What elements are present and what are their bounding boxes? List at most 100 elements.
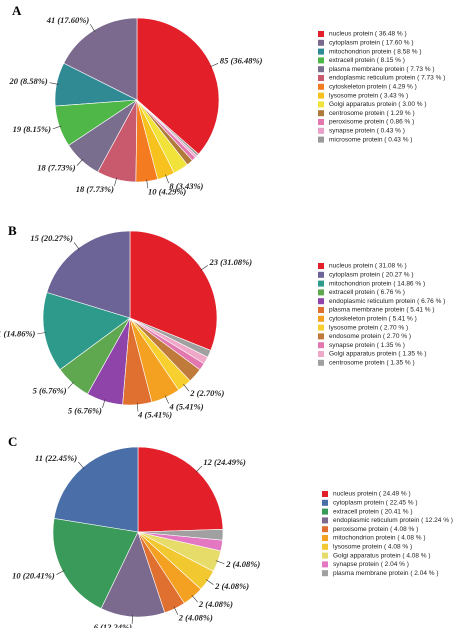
legend-swatch [318,263,324,269]
legend-label: extracell protein ( 6.76 % ) [329,289,405,296]
leader-line [191,595,198,603]
legend-label: cytoskeleton protein ( 5.41 % ) [329,316,417,323]
legend-label: plasma membrane protein ( 2.04 % ) [333,570,439,577]
legend-swatch [322,570,328,577]
legend-label: cytoplasm protein ( 22.45 % ) [333,500,418,507]
legend-label: cytoplasm protein ( 20.27 % ) [329,272,414,279]
legend-label: mitochondrion protein ( 4.08 % ) [333,535,426,542]
legend-label: Golgi apparatus protein ( 3.00 % ) [329,101,427,108]
legend-label: cytoplasm protein ( 17.60 % ) [329,40,414,47]
legend-swatch [322,491,328,497]
leader-line [49,82,59,85]
panel-letter: C [8,434,17,449]
leader-line [114,177,118,187]
legend-label: synapse protein ( 2.04 % ) [333,561,409,568]
leader-line [56,570,65,575]
legend-swatch [318,101,324,108]
legend-label: peroxisome protein ( 4.08 % ) [333,526,418,533]
legend-label: mitochondrion protein ( 14.86 % ) [329,280,425,287]
leader-line [215,560,225,565]
leader-line [78,461,85,469]
leader-line [136,402,139,412]
legend-label: cytoskeleton protein ( 4.29 % ) [329,84,417,91]
legend-swatch [318,57,324,64]
legend-swatch [318,83,324,90]
legend-swatch [318,119,324,125]
value-label: 5 (6.76%) [68,406,102,416]
value-label: 11 (22.45%) [35,453,77,463]
leader-line [173,606,179,616]
legend-label: extracell protein ( 8.15 % ) [329,57,405,64]
legend-swatch [322,526,328,533]
leader-line [195,465,203,473]
legend-label: synapse protein ( 1.35 % ) [329,342,405,349]
value-label: 10 (20.41%) [12,570,55,580]
legend-label: Golgi apparatus protein ( 4.08 % ) [333,552,431,559]
pie-slice [129,317,212,358]
pie-slice [136,99,199,157]
legend-swatch [318,110,324,117]
value-label: 5 (6.76%) [33,386,67,396]
legend-label: lysosome protein ( 3.43 % ) [329,92,408,99]
legend-label: endoplasmic reticulum protein ( 12.24 % … [333,517,453,524]
legend-label: nucleus protein ( 36.48 % ) [329,31,407,38]
legend-label: nucleus protein ( 24.49 % ) [333,491,411,498]
legend-swatch [318,315,324,322]
legend-swatch [318,39,324,46]
leader-line [146,179,149,189]
value-label: 6 (12.24%) [94,622,132,628]
value-label: 2 (4.08%) [178,612,213,622]
legend-swatch [322,561,328,568]
leader-line [131,614,133,624]
legend-label: peroxisome protein ( 0.86 % ) [329,119,414,126]
legend-swatch [318,31,324,37]
legend-swatch [322,508,328,515]
leader-line [200,265,209,271]
legend-label: synapse protein ( 0.43 % ) [329,128,405,135]
legend-label: mitochondrion protein ( 8.58 % ) [329,48,422,55]
value-label: 19 (8.15%) [13,124,51,134]
leader-line [73,242,80,250]
legend-label: plasma membrane protein ( 7.73 % ) [329,66,435,73]
legend-label: nucleus protein ( 31.08 % ) [329,263,407,270]
value-label: 10 (4.29%) [148,186,186,196]
value-label: 11 (14.86%) [0,329,36,339]
legend-label: endosome protein ( 2.70 % ) [329,333,411,340]
value-label: 20 (8.58%) [8,76,47,86]
legend-swatch [318,324,324,331]
legend-swatch [322,552,328,559]
value-label: 18 (7.73%) [76,184,114,194]
legend-swatch [318,359,324,366]
leader-line [102,399,106,408]
legend-label: extracell protein ( 20.41 % ) [333,508,412,515]
legend-swatch [322,543,328,550]
legend-swatch [318,271,324,278]
value-label: 41 (17.60%) [46,15,90,25]
legend-swatch [318,333,324,340]
pie-slice [137,528,224,541]
value-label: 2 (4.08%) [198,599,233,609]
value-label: 85 (36.48%) [220,56,263,66]
leader-line [165,174,169,184]
legend-swatch [318,48,324,55]
legend-swatch [318,136,324,143]
leader-line [67,381,75,389]
legend-label: endoplasmic reticulum protein ( 7.73 % ) [329,75,445,82]
legend-swatch [322,517,328,524]
legend-label: lysosome protein ( 2.70 % ) [329,324,408,331]
legend-swatch [322,535,328,541]
value-label: 4 (5.41%) [169,401,204,411]
legend-label: lysosome protein ( 4.08 % ) [333,544,412,551]
legend-swatch [318,280,324,287]
legend-swatch [318,127,324,134]
legend-label: microsome protein ( 0.43 % ) [329,136,412,143]
legend-swatch [318,342,324,349]
leader-line [209,63,219,68]
value-label: 4 (5.41%) [137,410,172,420]
legend-label: centrosome protein ( 1.29 % ) [329,110,415,117]
panel-letter: A [12,3,22,18]
leader-line [164,395,169,404]
legend-swatch [318,66,324,73]
leader-line [205,579,214,585]
